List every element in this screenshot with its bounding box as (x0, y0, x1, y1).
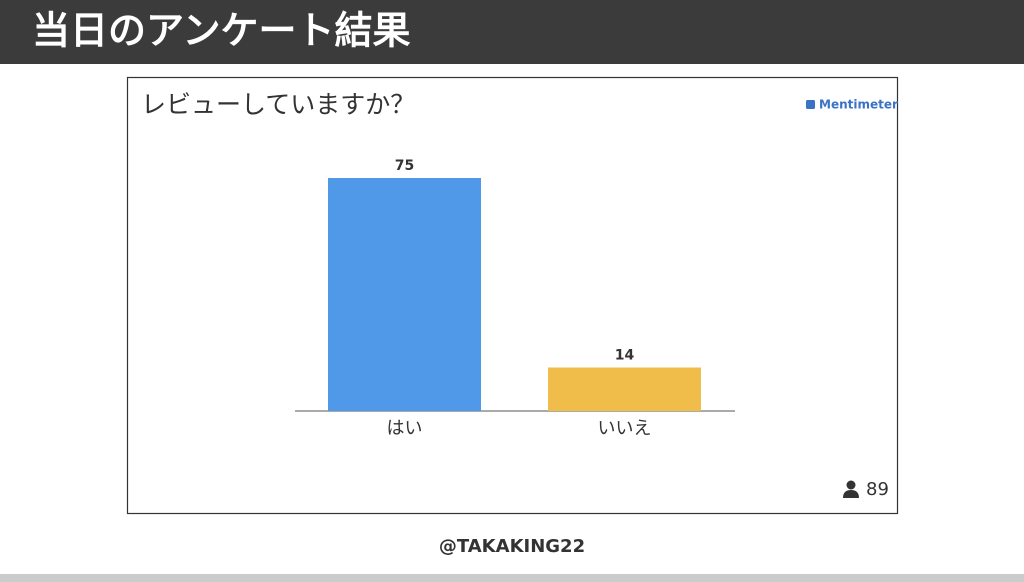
x-tick-label: いいえ (598, 418, 652, 439)
x-tick-label: はい (387, 418, 423, 439)
brand: Mentimeter (819, 98, 898, 112)
footer: @TAKAKING22 (439, 536, 585, 557)
chart-title: レビューしていますか？ (141, 90, 415, 119)
value-label: 14 (615, 348, 635, 364)
respondent-count: 89 (866, 479, 889, 500)
header-band (0, 0, 1024, 64)
value-label: 75 (395, 158, 414, 174)
person-icon (843, 490, 859, 498)
person-icon (846, 480, 856, 490)
bottom-band (0, 574, 1024, 582)
chart-frame (126, 76, 899, 515)
bar (548, 367, 701, 411)
bar (328, 178, 481, 411)
brand-icon (806, 100, 815, 109)
slide-title: 当日のアンケート結果 (32, 9, 410, 53)
